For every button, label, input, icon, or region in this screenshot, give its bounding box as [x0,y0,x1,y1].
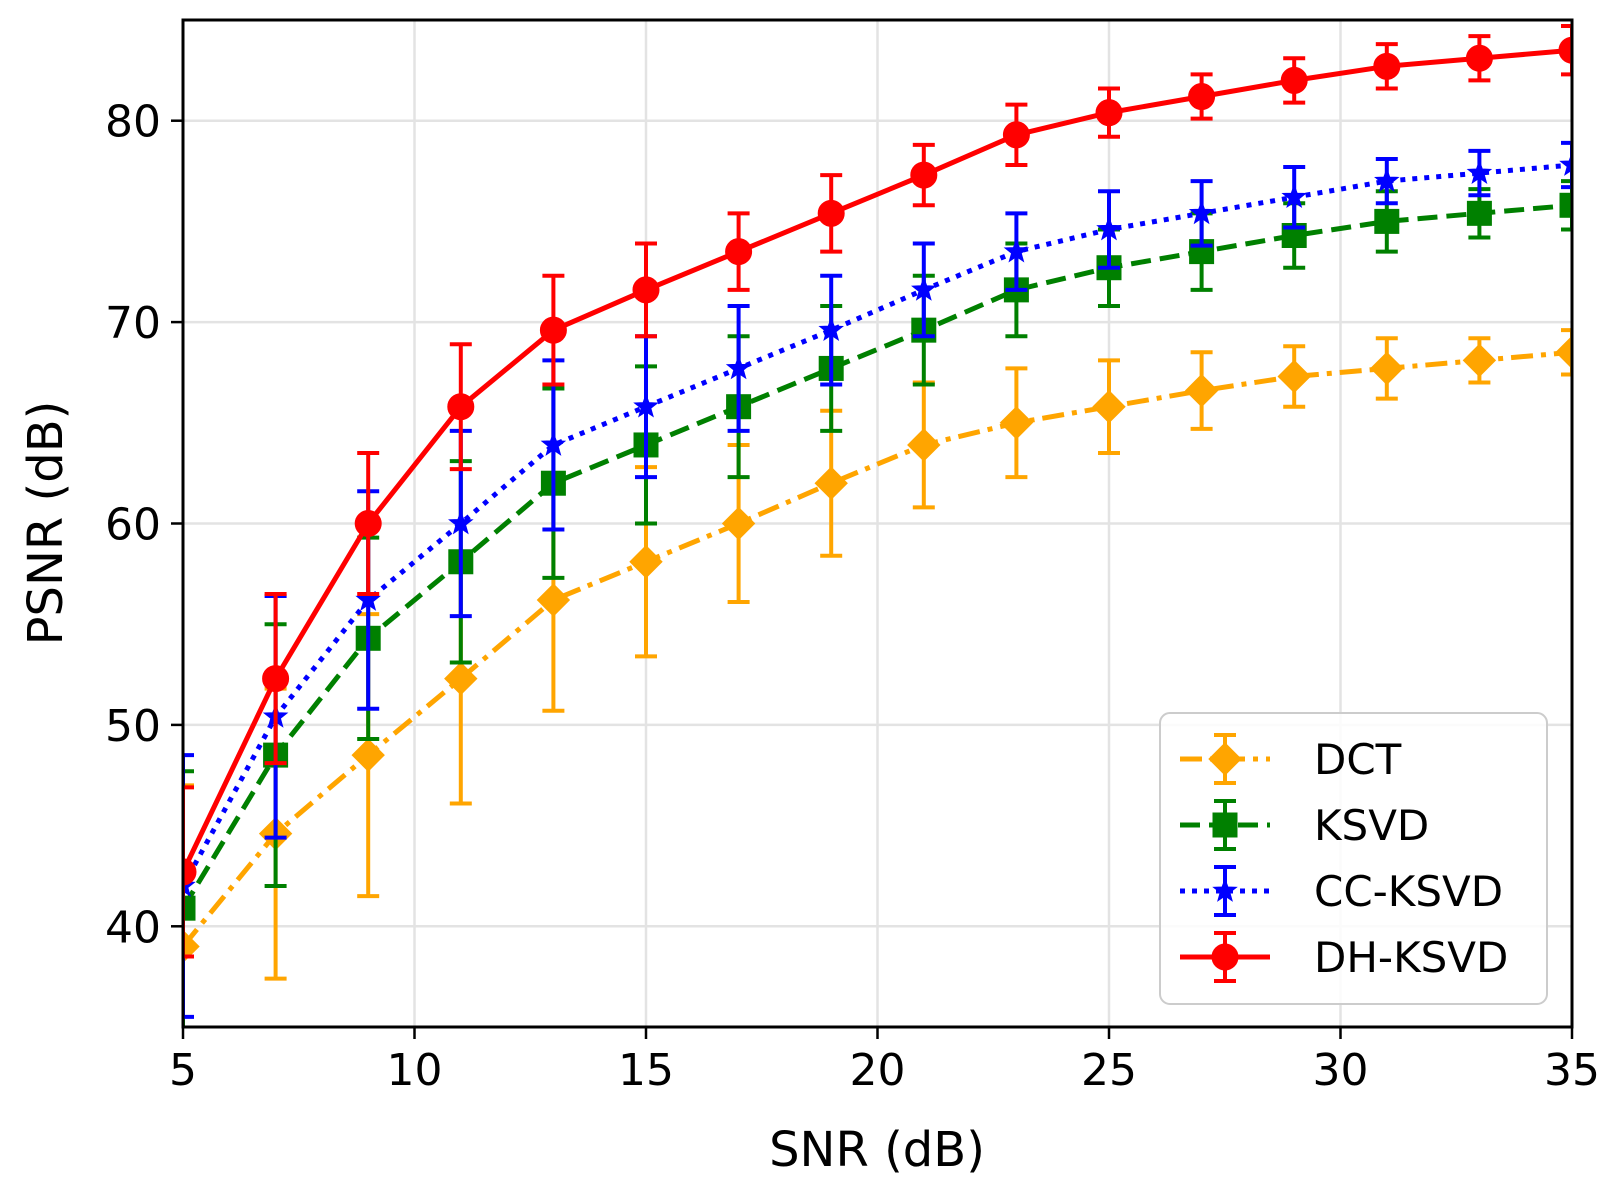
data-point-cc-ksvd [540,431,567,456]
legend-label-dct: DCT [1314,735,1402,784]
y-tick-label: 80 [105,97,161,148]
data-point-dct [351,738,385,772]
data-point-cc-ksvd [1096,216,1122,241]
data-point-dh-ksvd [447,393,475,421]
y-tick-label: 70 [105,298,161,349]
data-point-dh-ksvd [910,161,938,189]
y-tick-label: 50 [105,701,161,752]
data-point-dh-ksvd [817,199,845,227]
data-point-dh-ksvd [1373,52,1401,80]
data-point-cc-ksvd [448,510,474,535]
legend-label-ksvd: KSVD [1314,801,1429,850]
data-point-cc-ksvd [1559,151,1572,176]
x-tick-label: 10 [387,1045,443,1096]
data-point-ksvd [1374,208,1400,234]
axis-ticks: 5 10 15 20 25 30 35 40 50 60 70 80 [105,97,1600,1096]
data-point-dct [999,406,1034,440]
x-tick-label: 20 [850,1045,906,1096]
legend: DCT KSVD CC-KSVD DH-KSVD [1159,712,1548,1005]
data-point-dct [1370,351,1404,386]
legend-marker [1212,877,1238,902]
data-point-dct [536,583,571,617]
legend-box [1159,712,1548,1005]
series-dh-ksvd [183,24,1572,959]
data-point-cc-ksvd [1466,159,1493,184]
legend-item-ksvd: KSVD [1180,799,1429,851]
data-point-cc-ksvd [1188,199,1215,225]
data-point-dct [1462,343,1497,378]
data-point-dct [1092,389,1126,424]
data-point-cc-ksvd [633,393,659,418]
x-tick-label: 25 [1081,1045,1137,1096]
series-line-dct [183,349,1572,948]
data-point-cc-ksvd [1374,167,1400,192]
data-point-dct [183,929,200,964]
x-tick-label: 30 [1313,1045,1369,1096]
data-point-dh-ksvd [354,510,382,537]
data-point-dh-ksvd [183,858,197,886]
series-layer [183,24,1572,1027]
data-point-ksvd [1559,192,1572,218]
data-point-dh-ksvd [1188,83,1216,111]
data-point-cc-ksvd [818,316,844,342]
data-point-dh-ksvd [1465,44,1493,72]
series-line-ksvd [183,202,1572,910]
data-point-dh-ksvd [725,238,753,266]
series-dct [183,328,1572,1027]
data-point-dct [629,545,663,579]
data-point-dh-ksvd [1002,121,1030,149]
data-point-dct [1277,359,1311,394]
legend-label-cc-ksvd: CC-KSVD [1314,867,1503,916]
legend-label-dh-ksvd: DH-KSVD [1314,933,1508,982]
data-point-cc-ksvd [1003,238,1030,263]
grid-lines [181,20,1574,1027]
data-point-dct [444,661,478,696]
y-tick-label: 40 [105,902,161,953]
legend-marker [1212,812,1238,838]
legend-item-dct: DCT [1180,733,1402,785]
data-point-ksvd [183,895,196,921]
y-axis-label: PSNR (dB) [18,401,74,646]
data-point-dct [814,466,848,500]
data-point-dh-ksvd [1280,66,1308,94]
data-point-dh-ksvd [539,316,567,344]
data-point-dct [1555,335,1572,370]
data-point-dct [1184,373,1219,408]
legend-item-cc-ksvd: CC-KSVD [1180,865,1503,917]
data-point-cc-ksvd [911,276,937,301]
legend-marker [1211,943,1239,971]
data-point-dh-ksvd [1558,36,1572,64]
data-point-dct [721,506,756,541]
data-point-ksvd [1466,200,1492,226]
x-axis-label: SNR (dB) [769,1122,985,1178]
series-line-dh-ksvd [183,47,1572,873]
data-point-dct [907,428,941,462]
x-tick-label: 5 [169,1045,197,1096]
data-point-dh-ksvd [262,665,290,693]
x-tick-label: 15 [618,1045,674,1096]
x-tick-label: 35 [1544,1045,1600,1096]
data-point-dh-ksvd [632,276,660,304]
y-tick-label: 60 [105,500,161,551]
data-point-cc-ksvd [725,354,752,380]
data-point-cc-ksvd [355,586,381,611]
data-point-cc-ksvd [1281,183,1307,209]
data-point-dh-ksvd [1095,99,1123,127]
legend-item-dh-ksvd: DH-KSVD [1180,931,1508,983]
legend-marker [1208,742,1242,776]
